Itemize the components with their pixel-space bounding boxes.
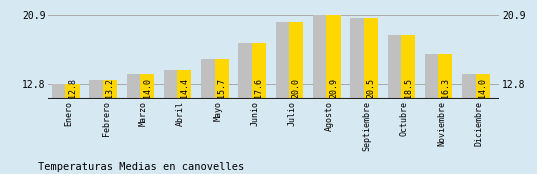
Text: 20.0: 20.0 [292,78,301,98]
Text: 20.9: 20.9 [329,78,338,98]
Text: 18.5: 18.5 [404,78,412,98]
Text: 14.0: 14.0 [478,78,487,98]
Bar [275,22,293,99]
Bar [52,84,69,99]
Text: 17.6: 17.6 [255,78,264,98]
Bar [289,22,303,99]
Bar [252,43,266,99]
Bar [238,43,256,99]
Bar [313,15,330,99]
Bar [364,18,378,99]
Bar [164,70,181,99]
Bar [476,74,490,99]
Bar [127,74,144,99]
Bar [350,18,367,99]
Text: 16.3: 16.3 [441,78,450,98]
Text: 13.2: 13.2 [105,78,114,98]
Bar [177,70,192,99]
Bar [462,74,480,99]
Bar [201,59,219,99]
Bar [326,15,340,99]
Bar [140,74,154,99]
Text: 14.4: 14.4 [180,78,189,98]
Bar [66,84,79,99]
Text: 15.7: 15.7 [217,78,226,98]
Bar [388,35,405,99]
Text: 20.5: 20.5 [366,78,375,98]
Text: 14.0: 14.0 [143,78,151,98]
Bar [401,35,415,99]
Bar [438,54,453,99]
Text: Temperaturas Medias en canovelles: Temperaturas Medias en canovelles [38,162,244,172]
Text: 12.8: 12.8 [68,78,77,98]
Bar [425,54,442,99]
Bar [215,59,229,99]
Bar [103,80,117,99]
Bar [89,80,106,99]
